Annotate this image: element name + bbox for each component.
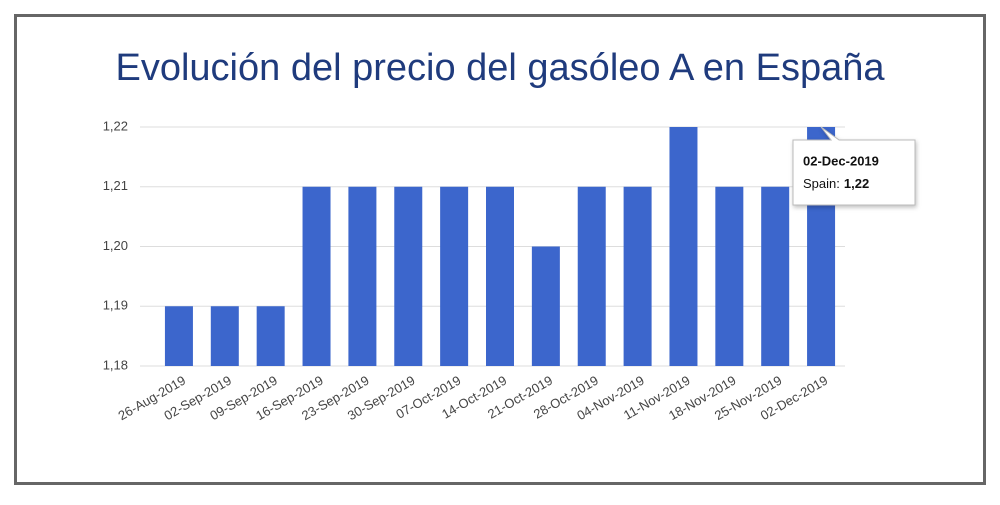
tooltip-box [792,126,916,206]
bar [623,186,652,366]
tooltip-value: 1,22 [844,176,869,191]
y-tick-label: 1,22 [103,118,128,133]
bar [164,306,193,366]
tooltip-label: Spain: [803,176,840,191]
bar [715,186,744,366]
bar [669,127,698,366]
bar [256,306,285,366]
bar [486,186,514,366]
bar [440,186,469,366]
bar [577,186,606,366]
tooltip-title: 02-Dec-2019 [803,153,879,168]
chart-title: Evolución del precio del gasóleo A en Es… [116,47,886,89]
y-tick-label: 1,18 [103,357,128,372]
tooltip-line: Spain: 1,22 [803,176,869,191]
y-tick-label: 1,19 [103,298,128,313]
bar [302,186,331,366]
bar [210,306,239,366]
y-tick-label: 1,20 [103,238,128,253]
bar [394,186,423,366]
bar [531,246,560,366]
bar [761,186,790,366]
tooltip: 02-Dec-2019 Spain: 1,22 [792,126,916,206]
bar [348,186,377,366]
y-tick-label: 1,21 [103,178,128,193]
